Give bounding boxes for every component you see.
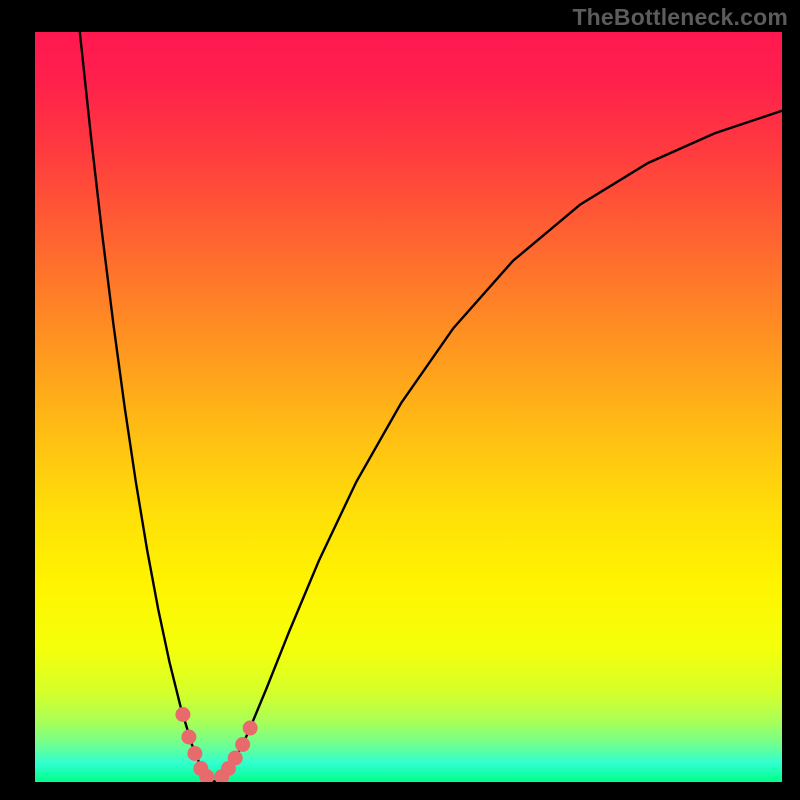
plot-area [35, 32, 782, 782]
marker-point [236, 738, 250, 752]
marker-point [188, 747, 202, 761]
marker-point [182, 730, 196, 744]
marker-point [200, 770, 214, 782]
chart-svg [35, 32, 782, 782]
watermark-text: TheBottleneck.com [572, 4, 788, 31]
marker-point [243, 721, 257, 735]
marker-point [176, 708, 190, 722]
curve-left-branch [80, 32, 213, 782]
marker-point [228, 751, 242, 765]
curve-right-branch [213, 111, 782, 782]
